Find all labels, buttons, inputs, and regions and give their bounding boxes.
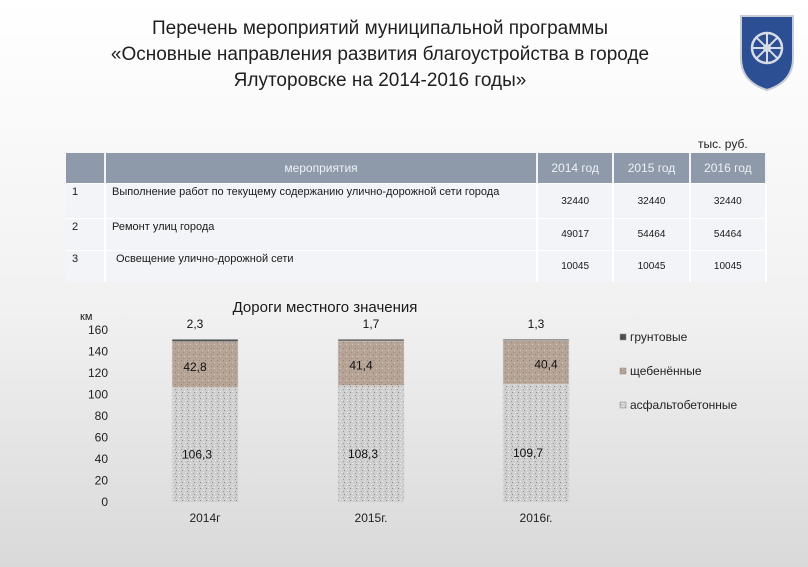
y-tick-label: 160 <box>88 323 108 337</box>
legend-label: асфальтобетонные <box>630 398 738 412</box>
row-value-2015: 10045 <box>614 250 691 282</box>
legend-swatch-асфальтобетонные <box>619 401 627 409</box>
y-tick-label: 140 <box>88 345 108 359</box>
unit-label: тыс. руб. <box>698 137 748 151</box>
bar-segment-щебенённые <box>337 340 405 386</box>
data-label: 41,4 <box>349 359 373 373</box>
x-tick-label: 2016г. <box>520 511 553 525</box>
table-header-row: мероприятия 2014 год 2015 год 2016 год <box>66 153 767 183</box>
table-row: 1 Выполнение работ по текущему содержани… <box>66 183 767 218</box>
data-label: 106,3 <box>182 448 212 462</box>
chart-title: Дороги местного значения <box>233 299 418 316</box>
bar-segment-щебенённые <box>502 340 570 385</box>
y-tick-label: 120 <box>88 366 108 380</box>
bar-segment-грунтовые <box>337 338 405 342</box>
table-row: 3 Освещение улично-дорожной сети 10045 1… <box>66 250 767 282</box>
data-label: 1,3 <box>528 317 545 331</box>
title-line-3: Ялуторовске на 2014-2016 годы» <box>233 70 527 91</box>
row-activity: Освещение улично-дорожной сети <box>106 250 538 282</box>
data-label: 1,7 <box>363 317 380 331</box>
data-label: 42,8 <box>183 360 207 374</box>
row-activity: Выполнение работ по текущему содержанию … <box>106 183 538 218</box>
legend-label: грунтовые <box>630 330 688 344</box>
y-tick-label: 0 <box>101 495 108 509</box>
city-emblem-icon <box>740 15 794 92</box>
bar-segment-грунтовые <box>502 338 570 341</box>
data-label: 2,3 <box>187 317 204 331</box>
row-value-2014: 32440 <box>538 183 615 218</box>
column-header-number <box>66 153 106 183</box>
row-value-2016: 54464 <box>690 218 767 250</box>
row-value-2016: 10045 <box>690 250 767 282</box>
column-header-2016: 2016 год <box>690 153 767 183</box>
table-row: 2 Ремонт улиц города 49017 54464 54464 <box>66 218 767 250</box>
y-tick-label: 60 <box>95 431 109 445</box>
row-value-2016: 32440 <box>690 183 767 218</box>
row-value-2015: 54464 <box>614 218 691 250</box>
legend-swatch-грунтовые <box>619 333 627 341</box>
bar-segment-щебенённые <box>171 341 239 389</box>
title-line-1: Перечень мероприятий муниципальной прогр… <box>151 18 609 39</box>
bar-segment-грунтовые <box>171 338 239 343</box>
y-tick-label: 80 <box>95 409 109 423</box>
bar-segment-асфальтобетонные <box>502 383 570 503</box>
bar-segment-асфальтобетонные <box>171 387 239 503</box>
page-title: Перечень мероприятий муниципальной прогр… <box>30 16 730 94</box>
row-activity: Ремонт улиц города <box>106 218 538 250</box>
data-label: 109,7 <box>513 446 543 460</box>
column-header-2015: 2015 год <box>614 153 691 183</box>
y-tick-label: 100 <box>88 388 108 402</box>
row-number: 2 <box>66 218 106 250</box>
row-value-2014: 49017 <box>538 218 615 250</box>
legend-swatch-щебенённые <box>619 367 627 375</box>
legend-label: щебенённые <box>630 364 702 378</box>
title-line-2: «Основные направления развития благоустр… <box>110 44 650 65</box>
row-value-2014: 10045 <box>538 250 615 282</box>
y-tick-label: 20 <box>95 474 109 488</box>
row-number: 1 <box>66 183 106 218</box>
x-tick-label: 2015г. <box>355 511 388 525</box>
data-label: 40,4 <box>534 358 558 372</box>
activities-table: мероприятия 2014 год 2015 год 2016 год 1… <box>66 153 767 282</box>
data-label: 108,3 <box>348 447 378 461</box>
roads-stacked-bar-chart: Дороги местного значения км 0 20 40 60 80 100… <box>80 299 738 525</box>
y-tick-label: 40 <box>95 452 109 466</box>
column-header-2014: 2014 год <box>538 153 615 183</box>
column-header-activities: мероприятия <box>106 153 538 183</box>
y-axis-label: км <box>80 311 92 323</box>
bar-segment-асфальтобетонные <box>337 385 405 503</box>
row-number: 3 <box>66 250 106 282</box>
x-tick-label: 2014г <box>189 511 221 525</box>
row-value-2015: 32440 <box>614 183 691 218</box>
